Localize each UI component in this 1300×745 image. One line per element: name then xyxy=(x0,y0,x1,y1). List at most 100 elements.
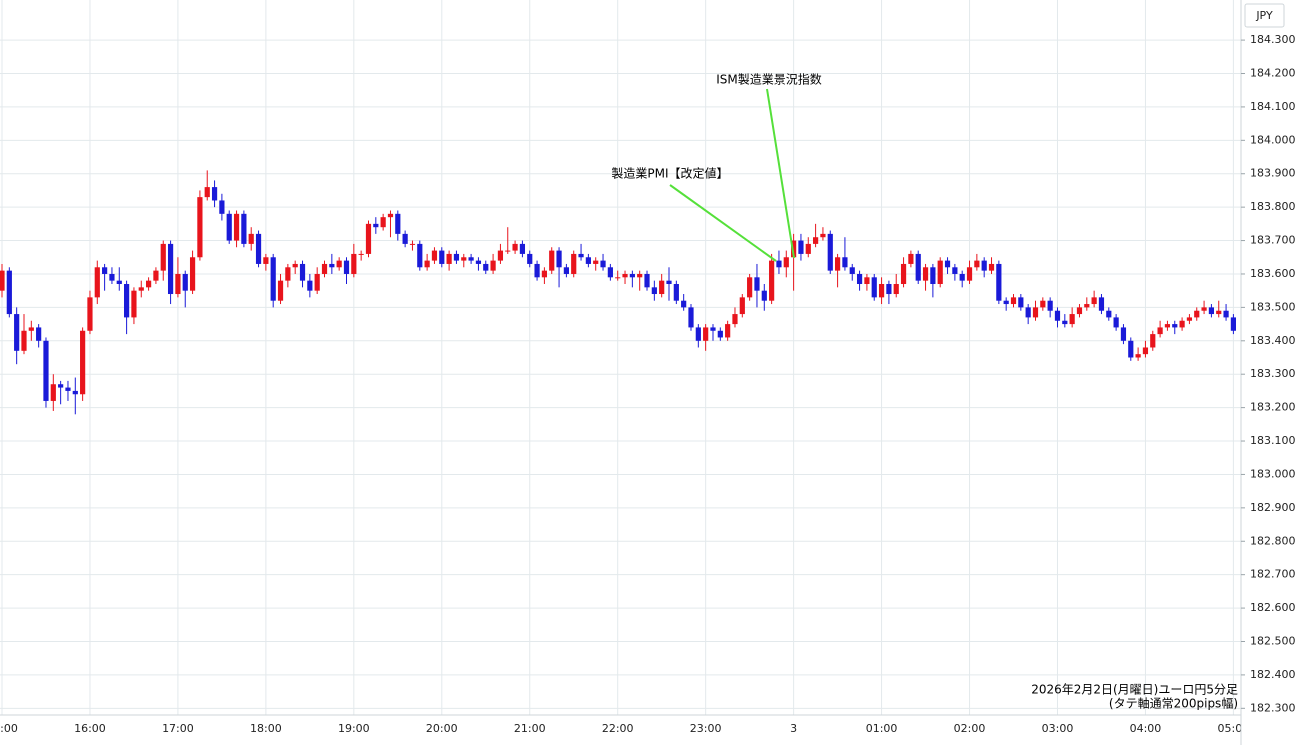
candle-body xyxy=(959,273,965,281)
candle-body xyxy=(878,283,885,298)
candle-body xyxy=(138,287,144,291)
candle-body xyxy=(6,270,12,315)
candle-body xyxy=(974,260,980,268)
candle-body xyxy=(226,213,232,241)
x-tick-label: 22:00 xyxy=(602,722,634,735)
x-tick-label: 20:00 xyxy=(426,722,458,735)
candle-body xyxy=(761,290,767,301)
candle-body xyxy=(233,213,240,241)
candle-body xyxy=(490,260,496,271)
candle-body xyxy=(343,260,350,274)
candle-body xyxy=(769,260,775,301)
candle-body xyxy=(351,253,357,274)
candle-body xyxy=(446,253,452,264)
candle-body xyxy=(1172,324,1178,328)
candle-body xyxy=(622,273,628,278)
candle-body xyxy=(519,243,526,254)
candle-body xyxy=(864,277,870,284)
candle-body xyxy=(87,297,93,331)
candle-body xyxy=(549,250,555,271)
candle-body xyxy=(285,267,291,281)
candle-body xyxy=(571,253,577,274)
candle-body xyxy=(681,300,687,308)
candle-body xyxy=(1113,317,1119,328)
candle-body xyxy=(512,243,518,251)
candle-body xyxy=(461,257,467,261)
x-tick-label: 18:00 xyxy=(250,722,282,735)
candle-body xyxy=(505,250,511,252)
candle-body xyxy=(417,243,423,268)
candle-body xyxy=(688,307,694,328)
candle-body xyxy=(593,260,599,264)
candles xyxy=(0,170,1236,415)
candle-body xyxy=(475,260,482,264)
candle-body xyxy=(637,273,643,278)
candle-body xyxy=(497,250,504,261)
candle-body xyxy=(299,263,306,281)
candle-body xyxy=(336,260,342,268)
candle-body xyxy=(666,280,672,284)
candle-body xyxy=(710,327,716,331)
candle-body xyxy=(1076,307,1083,315)
candle-body xyxy=(1047,300,1053,311)
candle-body xyxy=(908,253,914,264)
candle-body xyxy=(893,283,899,295)
candle-body xyxy=(981,260,987,271)
candle-body xyxy=(900,263,907,284)
x-tick-label: 04:00 xyxy=(1130,722,1162,735)
candle-body xyxy=(145,280,152,288)
candle-body xyxy=(1098,297,1105,311)
unit-label: JPY xyxy=(1255,9,1273,22)
candle-body xyxy=(153,270,159,281)
candle-body xyxy=(695,327,701,341)
candle-body xyxy=(329,263,335,268)
candle-body xyxy=(747,277,753,298)
y-tick-label: 183.900 xyxy=(1250,167,1296,180)
y-tick-label: 184.300 xyxy=(1250,33,1296,46)
candle-body xyxy=(468,257,474,261)
candle-body xyxy=(703,327,709,341)
candle-body xyxy=(395,213,401,234)
candle-body xyxy=(277,280,284,301)
y-tick-label: 182.400 xyxy=(1250,668,1296,681)
y-tick-label: 183.500 xyxy=(1250,300,1296,313)
candle-body xyxy=(58,384,64,388)
candle-body xyxy=(534,263,540,278)
candle-body xyxy=(673,283,679,301)
y-tick-label: 183.200 xyxy=(1250,401,1296,414)
candle-body xyxy=(1157,327,1163,335)
candle-body xyxy=(952,267,958,274)
candle-body xyxy=(80,330,86,395)
candle-body xyxy=(1025,307,1031,318)
candle-body xyxy=(1135,354,1141,358)
y-tick-label: 182.800 xyxy=(1250,534,1296,547)
candle-body xyxy=(856,273,863,284)
y-tick-label: 184.000 xyxy=(1250,133,1296,146)
candle-body xyxy=(167,243,174,295)
candle-body xyxy=(182,273,188,291)
candle-body xyxy=(556,250,562,268)
candle-body xyxy=(1003,300,1009,305)
x-tick-label: 01:00 xyxy=(866,722,898,735)
candle-body xyxy=(1120,327,1127,341)
candle-body xyxy=(607,267,613,278)
candle-body xyxy=(483,263,489,271)
y-tick-label: 183.600 xyxy=(1250,267,1296,280)
y-tick-label: 184.200 xyxy=(1250,67,1296,80)
candle-body xyxy=(1186,317,1193,321)
candle-body xyxy=(314,273,320,291)
annotation-line xyxy=(766,88,795,259)
candle-body xyxy=(270,257,276,301)
candle-body xyxy=(380,217,386,228)
candle-body xyxy=(1106,310,1112,318)
x-tick-label: 21:00 xyxy=(514,722,546,735)
candle-body xyxy=(944,260,951,268)
candle-body xyxy=(1032,307,1039,318)
candle-body xyxy=(1223,310,1229,318)
candle-body xyxy=(387,213,394,218)
candle-body xyxy=(124,283,130,318)
x-tick-label: 16:00 xyxy=(74,722,106,735)
